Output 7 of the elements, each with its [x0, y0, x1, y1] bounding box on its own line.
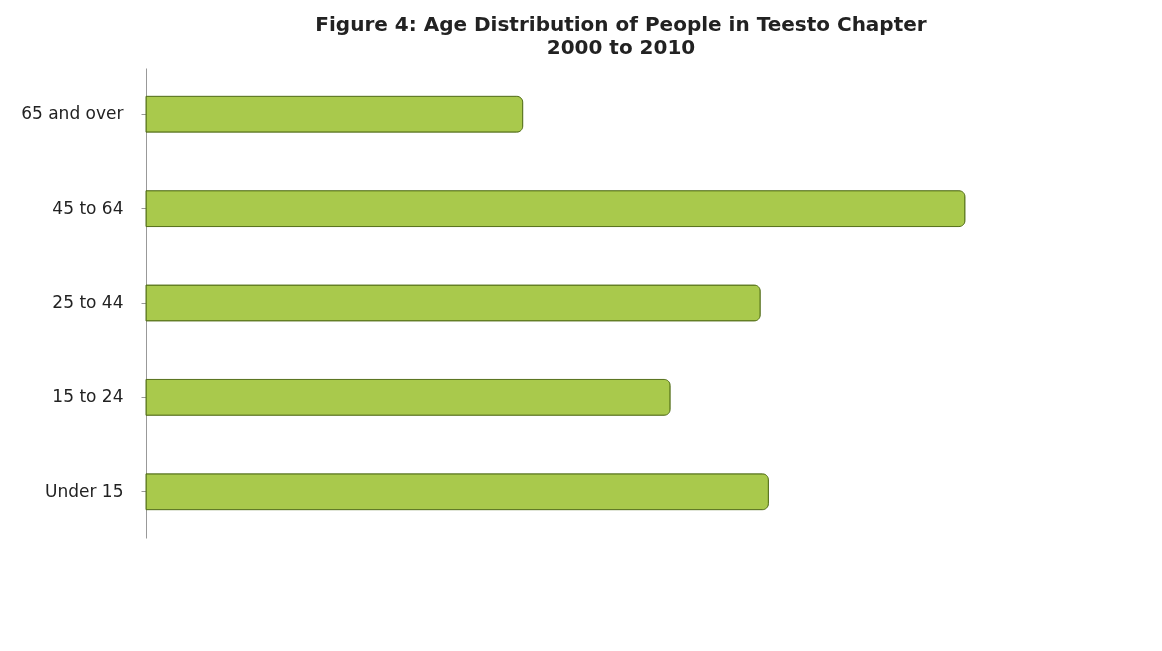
chart-subtitle: 2000 to 2010: [546, 35, 696, 59]
y-tick-label: 65 and over: [21, 103, 124, 124]
chart-title: Figure 4: Age Distribution of People in Teesto Chapter: [315, 12, 927, 36]
y-tick-label: 45 to 64: [52, 197, 124, 218]
y-tick-label: 25 to 44: [52, 292, 124, 312]
y-tick-label: 15 to 24: [52, 386, 124, 407]
y-tick-label: Under 15: [45, 480, 124, 501]
